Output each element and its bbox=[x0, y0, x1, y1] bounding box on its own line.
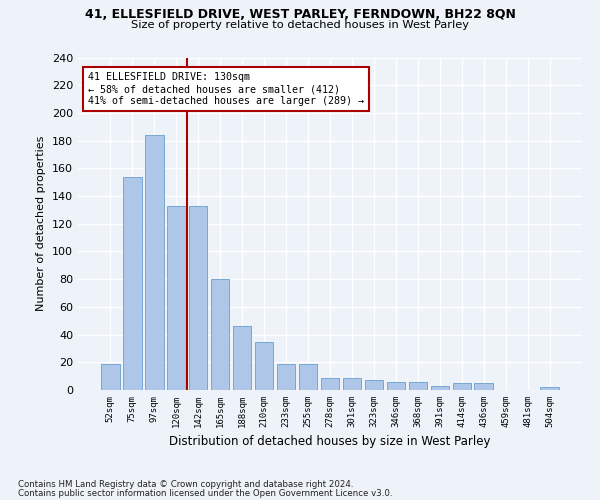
Bar bbox=[277, 364, 295, 390]
Bar bbox=[255, 342, 274, 390]
Y-axis label: Number of detached properties: Number of detached properties bbox=[37, 136, 46, 312]
Bar bbox=[211, 279, 229, 390]
Text: Contains HM Land Registry data © Crown copyright and database right 2024.: Contains HM Land Registry data © Crown c… bbox=[18, 480, 353, 489]
X-axis label: Distribution of detached houses by size in West Parley: Distribution of detached houses by size … bbox=[169, 436, 491, 448]
Bar bbox=[167, 206, 185, 390]
Bar bbox=[409, 382, 427, 390]
Bar bbox=[475, 383, 493, 390]
Bar bbox=[386, 382, 405, 390]
Text: Contains public sector information licensed under the Open Government Licence v3: Contains public sector information licen… bbox=[18, 488, 392, 498]
Bar bbox=[365, 380, 383, 390]
Bar bbox=[189, 206, 208, 390]
Bar bbox=[145, 135, 164, 390]
Bar bbox=[541, 387, 559, 390]
Bar bbox=[431, 386, 449, 390]
Bar bbox=[101, 364, 119, 390]
Bar bbox=[123, 176, 142, 390]
Bar bbox=[452, 383, 471, 390]
Bar bbox=[320, 378, 340, 390]
Bar bbox=[343, 378, 361, 390]
Text: Size of property relative to detached houses in West Parley: Size of property relative to detached ho… bbox=[131, 20, 469, 30]
Bar bbox=[233, 326, 251, 390]
Text: 41, ELLESFIELD DRIVE, WEST PARLEY, FERNDOWN, BH22 8QN: 41, ELLESFIELD DRIVE, WEST PARLEY, FERND… bbox=[85, 8, 515, 20]
Text: 41 ELLESFIELD DRIVE: 130sqm
← 58% of detached houses are smaller (412)
41% of se: 41 ELLESFIELD DRIVE: 130sqm ← 58% of det… bbox=[88, 72, 364, 106]
Bar bbox=[299, 364, 317, 390]
